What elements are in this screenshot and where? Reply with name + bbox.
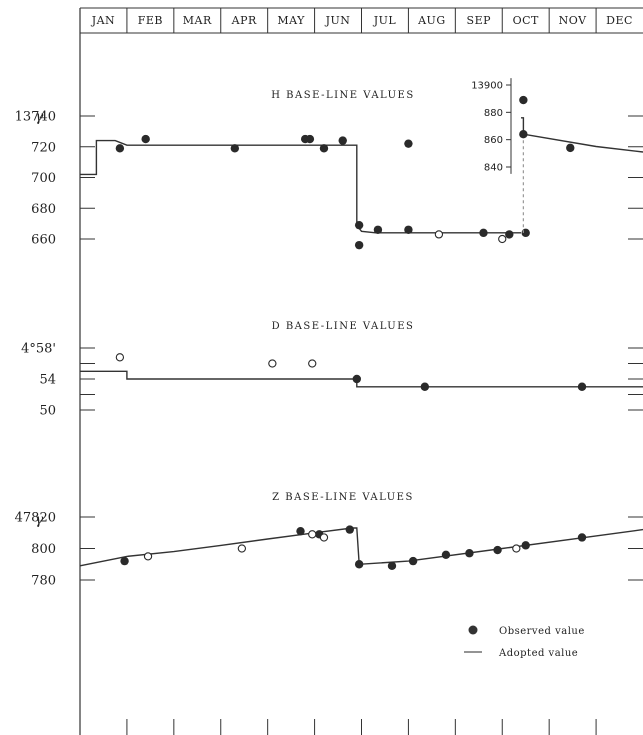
h-inset-tick-label: 860	[484, 135, 503, 146]
month-label: MAY	[277, 14, 305, 27]
z-tick-label: 800	[31, 542, 56, 557]
month-label: OCT	[513, 14, 539, 27]
d-tick-label: 54	[39, 373, 56, 388]
h-observed-point	[230, 144, 240, 153]
d-observed-point	[352, 374, 362, 384]
d-observed-point	[420, 382, 430, 391]
legend: Observed value Adopted value	[464, 625, 585, 659]
month-label: SEP	[467, 14, 492, 27]
z-observed-open-point	[512, 544, 521, 553]
z-observed-open-point	[319, 533, 329, 542]
z-observed-open-point	[308, 530, 317, 539]
h-unit-label: γ	[35, 109, 44, 125]
h-adopted-line	[80, 139, 521, 234]
month-label: FEB	[138, 14, 163, 27]
h-panel-title: H BASE-LINE VALUES	[271, 90, 414, 101]
h-inset-observed-point	[519, 95, 528, 105]
h-inset-observed-point	[566, 143, 575, 153]
z-observed-point	[120, 556, 129, 566]
d-observed-open-point	[115, 353, 125, 362]
z-observed-point	[577, 533, 587, 542]
z-tick-label: 780	[31, 574, 56, 589]
month-label: MAR	[183, 14, 212, 27]
h-observed-point	[354, 220, 364, 230]
h-observed-point	[505, 230, 514, 239]
d-tick-label: 50	[39, 404, 56, 419]
h-inset-tick-label: 13900	[471, 81, 503, 92]
legend-observed-label: Observed value	[499, 626, 585, 637]
h-tick-label: 700	[31, 171, 56, 186]
d-tick-label: 4°58'	[21, 342, 56, 357]
legend-adopted-label: Adopted value	[498, 648, 578, 659]
h-inset-adopted-line	[521, 117, 643, 153]
month-label: JUN	[325, 14, 351, 27]
month-label: AUG	[417, 14, 446, 27]
panel-d: D BASE-LINE VALUES 4°58' 54 50	[21, 321, 643, 419]
h-observed-point	[305, 134, 315, 144]
h-observed-point	[404, 139, 413, 148]
z-observed-point	[521, 541, 530, 550]
z-observed-point	[441, 550, 451, 559]
h-inset-tick-label: 840	[484, 163, 503, 174]
z-panel-title: Z BASE-LINE VALUES	[272, 492, 414, 503]
month-label: JUL	[373, 14, 397, 27]
h-observed-point	[115, 144, 125, 153]
h-tick-label: 720	[31, 140, 56, 155]
z-adopted-line	[79, 527, 643, 567]
month-labels: JAN FEB MAR APR MAY JUN JUL AUG SEP OCT NOV DEC	[91, 8, 633, 735]
d-observed-point	[577, 382, 587, 391]
h-observed-point	[338, 136, 347, 145]
h-observed-point	[479, 228, 488, 238]
h-inset-observed-point	[519, 130, 528, 139]
z-observed-point	[345, 525, 354, 534]
panel-h: H BASE-LINE VALUES γ 13740 720 700 680 660 1…	[15, 78, 643, 250]
month-label: DEC	[606, 14, 633, 27]
z-observed-point	[408, 556, 418, 566]
h-observed-point	[404, 225, 413, 234]
h-observed-point	[141, 134, 150, 144]
z-tick-label: 47820	[15, 511, 56, 526]
h-inset-tick-label: 880	[484, 108, 503, 119]
legend-observed-marker	[468, 625, 478, 635]
z-unit-label: γ	[35, 512, 44, 528]
h-tick-label: 13740	[15, 110, 56, 125]
h-observed-point	[354, 240, 364, 250]
h-observed-point	[319, 144, 329, 153]
d-observed-open-point	[308, 359, 317, 368]
z-observed-open-point	[237, 544, 247, 553]
z-observed-open-point	[143, 552, 153, 561]
z-observed-point	[296, 526, 305, 536]
h-observed-open-point	[498, 234, 507, 244]
z-observed-point	[465, 549, 474, 558]
month-label: JAN	[91, 14, 115, 27]
h-observed-open-point	[434, 230, 444, 239]
panel-z: Z BASE-LINE VALUES γ 47820 800 780	[15, 492, 643, 589]
z-observed-point	[493, 545, 502, 555]
z-observed-point	[387, 561, 397, 571]
z-observed-point	[354, 560, 364, 569]
h-observed-point	[373, 225, 383, 234]
d-observed-open-point	[268, 359, 277, 368]
d-adopted-line	[80, 370, 643, 388]
h-tick-label: 680	[31, 202, 56, 217]
month-label: APR	[231, 14, 257, 27]
d-panel-title: D BASE-LINE VALUES	[272, 321, 415, 332]
month-label: NOV	[559, 14, 587, 27]
h-tick-label: 660	[31, 233, 56, 248]
